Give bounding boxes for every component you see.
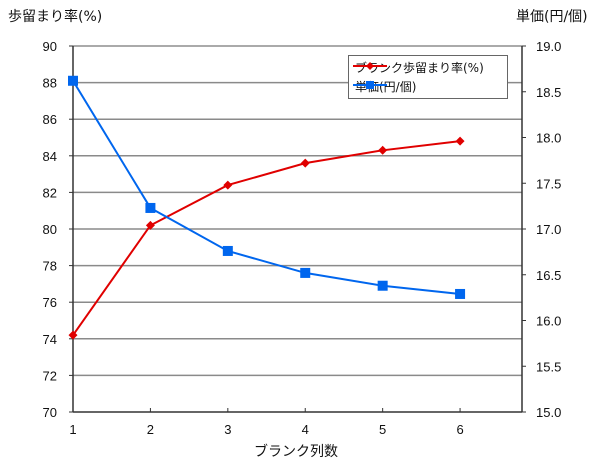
x-tick-label: 4 bbox=[302, 422, 309, 437]
diamond-marker bbox=[378, 145, 388, 155]
left-axis-title: 歩留まり率(%) bbox=[8, 9, 103, 25]
legend: ブランク歩留まり率(%) 単価(円/個) bbox=[348, 55, 508, 99]
left-tick-label: 76 bbox=[43, 295, 57, 310]
left-tick-label: 90 bbox=[43, 39, 57, 54]
square-marker bbox=[377, 280, 388, 291]
x-axis-title: ブランク列数 bbox=[254, 444, 338, 460]
series-line bbox=[72, 80, 461, 295]
left-tick-label: 78 bbox=[43, 259, 57, 274]
right-tick-label: 18.5 bbox=[536, 85, 561, 100]
right-tick-label: 18.0 bbox=[536, 131, 561, 146]
x-tick-label: 1 bbox=[69, 422, 76, 437]
diamond-marker bbox=[68, 330, 78, 340]
diamond-marker bbox=[300, 158, 310, 168]
right-tick-label: 17.5 bbox=[536, 176, 561, 191]
diamond-marker bbox=[223, 180, 233, 190]
legend-item-price: 単価(円/個) bbox=[353, 78, 416, 95]
red-diamond-line-icon bbox=[353, 62, 387, 70]
x-tick-label: 2 bbox=[147, 422, 154, 437]
legend-item-yield: ブランク歩留まり率(%) bbox=[353, 59, 484, 76]
left-tick-label: 70 bbox=[43, 405, 57, 420]
left-tick-label: 74 bbox=[43, 332, 57, 347]
right-tick-label: 17.0 bbox=[536, 222, 561, 237]
x-tick-label: 3 bbox=[224, 422, 231, 437]
left-tick-label: 88 bbox=[43, 76, 57, 91]
right-tick-label: 15.5 bbox=[536, 359, 561, 374]
right-tick-label: 16.0 bbox=[536, 314, 561, 329]
left-tick-label: 82 bbox=[43, 185, 57, 200]
x-tick-label: 6 bbox=[456, 422, 463, 437]
square-marker bbox=[455, 288, 466, 299]
left-tick-label: 84 bbox=[43, 149, 57, 164]
left-tick-label: 80 bbox=[43, 222, 57, 237]
square-marker bbox=[300, 267, 311, 278]
series-line bbox=[72, 140, 461, 336]
right-tick-label: 15.0 bbox=[536, 405, 561, 420]
left-tick-label: 72 bbox=[43, 368, 57, 383]
right-tick-label: 19.0 bbox=[536, 39, 561, 54]
right-tick-label: 16.5 bbox=[536, 268, 561, 283]
left-tick-label: 86 bbox=[43, 112, 57, 127]
diamond-marker bbox=[455, 136, 465, 146]
square-marker bbox=[222, 245, 233, 256]
diamond-marker bbox=[145, 220, 155, 230]
x-tick-label: 5 bbox=[379, 422, 386, 437]
legend-label-yield: ブランク歩留まり率(%) bbox=[355, 61, 484, 75]
right-axis-title: 単価(円/個) bbox=[516, 9, 588, 25]
square-marker bbox=[68, 75, 78, 86]
blue-square-line-icon bbox=[353, 81, 387, 89]
square-marker bbox=[145, 202, 156, 213]
